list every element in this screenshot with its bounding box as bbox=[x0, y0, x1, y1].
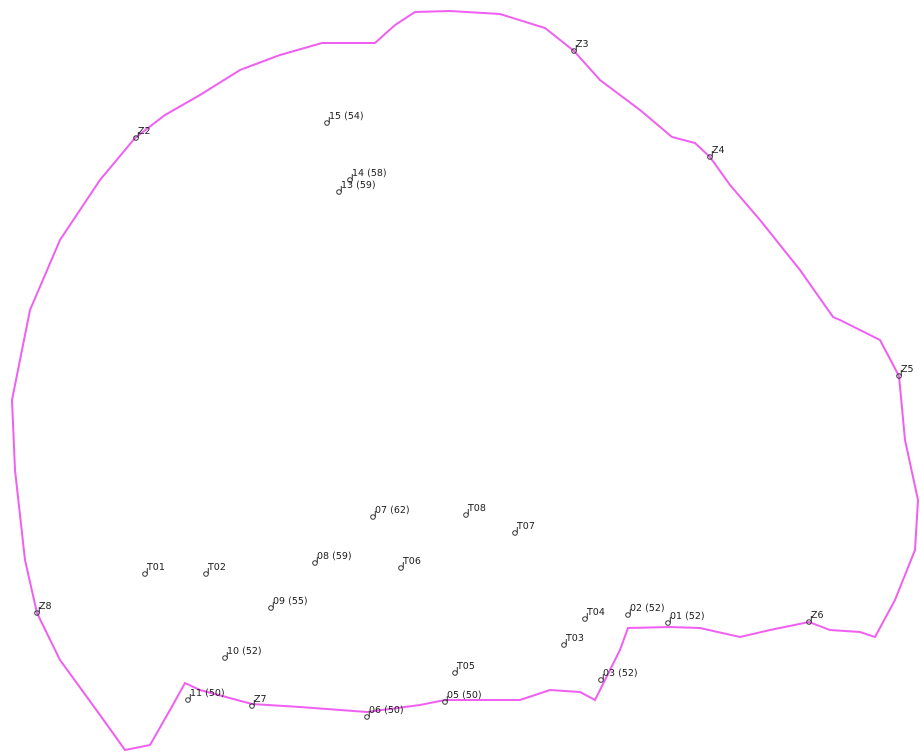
point-label: T08 bbox=[467, 503, 486, 514]
point-label: 07 (62) bbox=[375, 505, 410, 516]
point-label: Z4 bbox=[712, 145, 725, 156]
point-label: 08 (59) bbox=[317, 551, 352, 562]
point-label: 15 (54) bbox=[329, 111, 364, 122]
point-label: Z7 bbox=[254, 694, 267, 705]
point-label: T07 bbox=[516, 521, 535, 532]
point-label: T06 bbox=[402, 556, 421, 567]
point-label: Z6 bbox=[811, 610, 824, 621]
point-label: 13 (59) bbox=[341, 180, 376, 191]
point-label: Z2 bbox=[138, 126, 151, 137]
point-label: 10 (52) bbox=[227, 646, 262, 657]
point-label: 14 (58) bbox=[352, 168, 387, 179]
points: Z3 Z4 Z2 15 (54) 14 (58)13 (59) Z5 07 (62) T08 T… bbox=[34, 39, 914, 720]
point-label: 11 (50) bbox=[190, 688, 225, 699]
point-label: T04 bbox=[586, 607, 605, 618]
point-label: 01 (52) bbox=[670, 611, 705, 622]
point-label: T03 bbox=[565, 633, 584, 644]
point-label: 02 (52) bbox=[630, 603, 665, 614]
point-label: 09 (55) bbox=[273, 596, 308, 607]
point-label: 05 (50) bbox=[447, 690, 482, 701]
point-label: Z5 bbox=[901, 364, 914, 375]
point-label: Z3 bbox=[576, 39, 589, 50]
point-label: T01 bbox=[146, 562, 165, 573]
point-label: 06 (50) bbox=[369, 705, 404, 716]
point-label: T02 bbox=[207, 562, 226, 573]
point-label: T05 bbox=[456, 661, 475, 672]
point-label: Z8 bbox=[39, 601, 52, 612]
boundary bbox=[10, 9, 920, 752]
point-label: 03 (52) bbox=[603, 668, 638, 679]
